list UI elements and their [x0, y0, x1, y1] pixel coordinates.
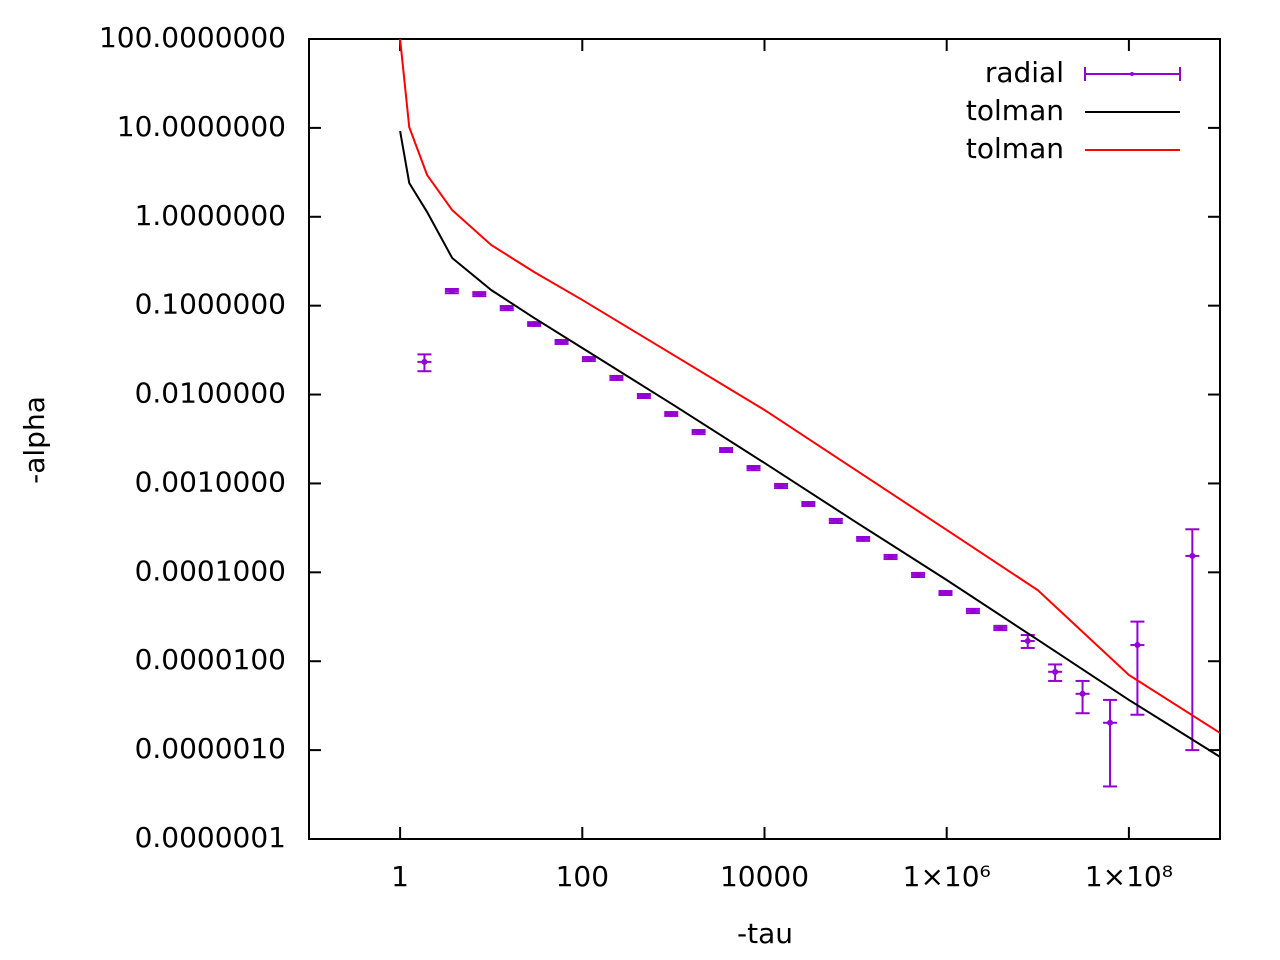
error-bar	[746, 465, 761, 472]
error-bar	[801, 500, 816, 507]
error-bar	[417, 353, 432, 373]
y-tick-label: 0.0010000	[135, 465, 286, 498]
error-bar	[472, 291, 487, 298]
error-bar	[1075, 679, 1090, 715]
point-dot	[695, 429, 702, 436]
error-bar	[883, 553, 898, 561]
error-bar	[1020, 634, 1035, 649]
y-tick-label: 0.0001000	[135, 554, 286, 587]
error-bar	[993, 624, 1008, 632]
error-bar	[856, 535, 871, 542]
legend-label: tolman	[966, 132, 1064, 165]
point-dot	[969, 607, 976, 614]
error-bar	[965, 607, 980, 615]
x-tick-label: 100	[556, 860, 609, 893]
legend-label: radial	[985, 56, 1064, 89]
x-tick-label: 1	[391, 860, 409, 893]
error-bar	[911, 571, 926, 579]
error-bar	[691, 429, 706, 436]
error-bar	[828, 517, 843, 524]
error-bar	[581, 356, 596, 363]
point-dot	[778, 482, 785, 489]
y-tick-label: 0.0100000	[135, 377, 286, 410]
line	[399, 39, 1220, 734]
point-dot	[942, 589, 949, 596]
point-dot	[1079, 690, 1086, 697]
y-tick-label: 1.0000000	[135, 199, 286, 232]
error-bar	[1185, 528, 1200, 752]
point-dot	[531, 320, 538, 327]
point-dot	[860, 535, 867, 542]
error-bar	[1130, 620, 1145, 716]
plot-area	[399, 39, 1220, 788]
error-bar	[664, 410, 679, 417]
error-bar	[636, 392, 651, 400]
error-bar	[527, 320, 542, 327]
point-dot	[1134, 642, 1141, 649]
point-dot	[668, 410, 675, 417]
y-tick-label: 0.0000001	[135, 821, 286, 854]
error-bar	[774, 482, 789, 490]
point-dot	[997, 624, 1004, 631]
point-dot	[613, 374, 620, 381]
point-dot	[832, 517, 839, 524]
point-dot	[476, 291, 483, 298]
y-tick-label: 10.0000000	[117, 110, 286, 143]
y-tick-label: 100.0000000	[99, 21, 286, 54]
error-bar	[499, 305, 514, 312]
y-tick-label: 0.0000010	[135, 732, 286, 765]
point-dot	[503, 305, 510, 312]
plot-border	[308, 38, 1221, 840]
error-bar	[719, 446, 734, 453]
legend-label: tolman	[966, 94, 1064, 127]
error-bar	[1103, 698, 1118, 788]
point-dot	[640, 392, 647, 399]
point-dot	[1189, 552, 1196, 559]
point-dot	[915, 571, 922, 578]
point-dot	[585, 356, 592, 363]
point-dot	[421, 358, 428, 365]
y-axis-title: -alpha	[18, 396, 51, 484]
point-dot	[1024, 637, 1031, 644]
legend-swatch-dot	[1130, 72, 1134, 76]
x-tick-label: 1×10⁸	[1085, 860, 1173, 893]
error-bar	[444, 287, 459, 295]
error-bar	[609, 374, 624, 381]
x-tick-label: 1×10⁶	[903, 860, 991, 893]
error-bar	[938, 589, 953, 596]
line	[399, 130, 1220, 758]
point-dot	[1107, 719, 1114, 726]
point-dot	[887, 553, 894, 560]
point-dot	[750, 465, 757, 472]
error-bar	[1048, 663, 1063, 682]
x-tick-label: 10000	[720, 860, 809, 893]
x-axis-title: -tau	[737, 917, 793, 950]
y-tick-label: 0.1000000	[135, 288, 286, 321]
point-dot	[448, 288, 455, 295]
point-dot	[1052, 668, 1059, 675]
error-bar	[554, 338, 569, 345]
point-dot	[805, 500, 812, 507]
y-tick-label: 0.0000100	[135, 643, 286, 676]
point-dot	[723, 446, 730, 453]
point-dot	[558, 338, 565, 345]
